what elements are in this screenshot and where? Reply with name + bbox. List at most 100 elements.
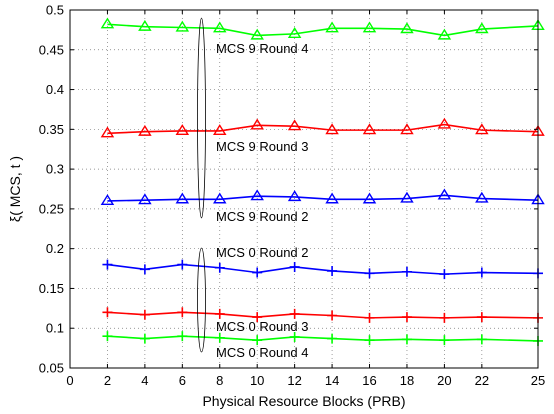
x-tick-label: 12 xyxy=(287,373,301,388)
series-line xyxy=(107,23,539,37)
data-point-marker xyxy=(475,22,489,34)
data-point-marker xyxy=(476,312,487,323)
series-mcs-9-round-4 xyxy=(100,17,545,40)
data-point-marker xyxy=(400,123,414,135)
data-point-marker xyxy=(214,332,225,343)
data-point-marker xyxy=(175,192,190,204)
y-tick-label: 0.35 xyxy=(39,122,64,137)
y-tick-label: 0.4 xyxy=(46,82,64,97)
y-tick-label: 0.1 xyxy=(46,321,64,336)
data-point-marker xyxy=(102,259,113,270)
series-mcs-9-round-3 xyxy=(100,117,545,138)
data-point-marker xyxy=(437,117,452,129)
data-point-marker xyxy=(475,123,489,135)
x-tick-label: 18 xyxy=(400,373,414,388)
data-point-marker xyxy=(437,28,452,40)
data-point-marker xyxy=(325,123,339,135)
data-point-marker xyxy=(476,334,487,345)
y-tick-label: 0.05 xyxy=(39,361,64,376)
data-point-marker xyxy=(175,20,190,32)
data-point-marker xyxy=(213,124,227,136)
data-point-marker xyxy=(252,335,263,346)
y-tick-label: 0.25 xyxy=(39,201,64,216)
data-point-marker xyxy=(327,333,338,344)
annotation-mcs0-round4: MCS 0 Round 4 xyxy=(216,345,309,360)
data-point-marker xyxy=(287,27,302,38)
data-point-marker xyxy=(364,268,375,279)
data-point-marker xyxy=(362,123,377,135)
data-point-marker xyxy=(139,333,150,344)
annotations: MCS 9 Round 4 MCS 9 Round 3 MCS 9 Round … xyxy=(216,41,309,360)
data-point-marker xyxy=(327,265,338,276)
mcs9-group-ellipse xyxy=(197,17,206,219)
group-ellipses xyxy=(197,17,206,353)
data-point-marker xyxy=(102,331,113,342)
data-point-marker xyxy=(100,194,115,206)
x-tick-label: 10 xyxy=(250,373,264,388)
plot-background xyxy=(70,10,538,368)
data-point-marker xyxy=(476,267,487,278)
annotation-mcs9-round4: MCS 9 Round 4 xyxy=(216,41,309,56)
data-point-marker xyxy=(213,192,227,204)
x-tick-label: 22 xyxy=(475,373,489,388)
data-point-marker xyxy=(401,266,412,277)
annotation-mcs0-round3: MCS 0 Round 3 xyxy=(216,319,309,334)
mcs0-group-ellipse xyxy=(197,247,206,353)
data-point-marker xyxy=(401,312,412,323)
data-point-marker xyxy=(138,193,152,205)
data-point-marker xyxy=(250,118,264,130)
x-tick-label: 8 xyxy=(216,373,223,388)
x-tick-label: 6 xyxy=(179,373,186,388)
data-point-marker xyxy=(400,22,414,34)
x-tick-label: 4 xyxy=(141,373,148,388)
annotation-mcs0-round2: MCS 0 Round 2 xyxy=(216,245,309,260)
series-line xyxy=(107,311,539,319)
y-tick-label: 0.45 xyxy=(39,42,64,57)
data-point-marker xyxy=(325,21,339,33)
y-axis-ticks: 0.05 0.1 0.15 0.2 0.25 0.3 0.35 0.4 0.45 0.5 xyxy=(39,3,538,376)
data-point-marker xyxy=(362,192,377,204)
series-line xyxy=(107,194,539,202)
data-point-marker xyxy=(287,119,302,131)
series-layer xyxy=(100,17,545,346)
x-axis-ticks: 0 2 4 6 8 10 12 14 16 18 20 22 25 xyxy=(66,10,545,388)
data-point-marker xyxy=(287,190,302,202)
data-point-marker xyxy=(439,335,450,346)
series-line xyxy=(107,123,539,135)
data-point-marker xyxy=(364,312,375,323)
x-tick-label: 0 xyxy=(66,373,73,388)
data-point-marker xyxy=(401,334,412,345)
data-point-marker xyxy=(439,312,450,323)
data-point-marker xyxy=(214,262,225,273)
data-point-marker xyxy=(364,335,375,346)
data-point-marker xyxy=(138,124,152,136)
data-point-marker xyxy=(362,21,377,33)
x-tick-label: 2 xyxy=(104,373,111,388)
data-point-marker xyxy=(213,21,227,33)
data-point-marker xyxy=(252,267,263,278)
x-tick-label: 20 xyxy=(437,373,451,388)
y-tick-label: 0.15 xyxy=(39,281,64,296)
x-tick-label: 16 xyxy=(362,373,376,388)
annotation-mcs9-round2: MCS 9 Round 2 xyxy=(216,209,309,224)
data-point-marker xyxy=(177,307,188,318)
data-point-marker xyxy=(437,188,452,200)
y-tick-label: 0.3 xyxy=(46,162,64,177)
y-axis-label: ξ( MCS, t ) xyxy=(7,156,23,222)
x-axis-label: Physical Resource Blocks (PRB) xyxy=(202,393,405,409)
series-mcs-0-round-3 xyxy=(102,307,543,323)
y-tick-label: 0.5 xyxy=(46,3,64,18)
data-point-marker xyxy=(139,264,150,275)
data-point-marker xyxy=(177,259,188,270)
data-point-marker xyxy=(139,309,150,320)
data-point-marker xyxy=(214,308,225,319)
data-point-marker xyxy=(475,191,489,203)
data-point-marker xyxy=(102,307,113,318)
data-point-marker xyxy=(400,191,414,203)
data-point-marker xyxy=(250,189,264,201)
x-tick-label: 14 xyxy=(325,373,339,388)
data-point-marker xyxy=(100,126,115,138)
series-mcs-0-round-4 xyxy=(102,331,543,346)
y-tick-label: 0.2 xyxy=(46,241,64,256)
